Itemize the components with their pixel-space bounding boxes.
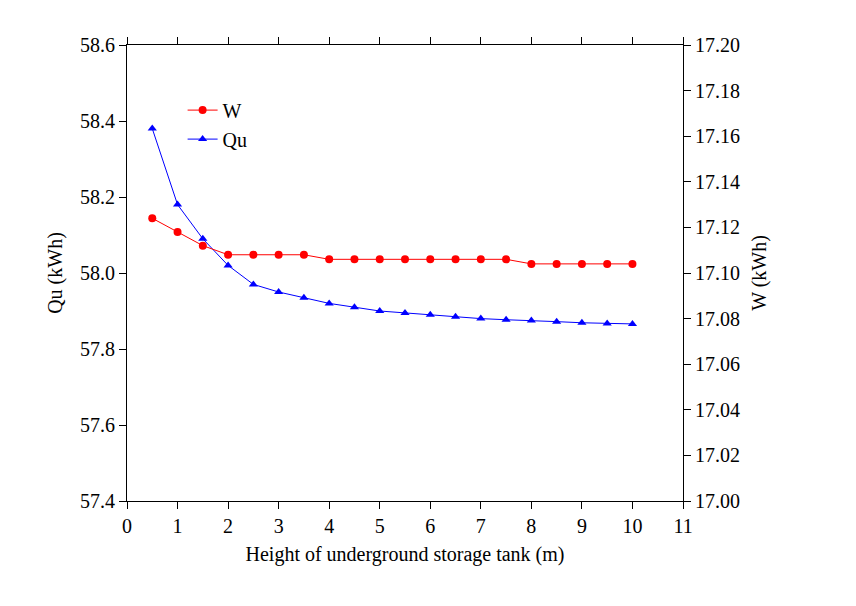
svg-text:17.10: 17.10 [695, 262, 740, 284]
svg-text:8: 8 [526, 515, 536, 537]
svg-text:W: W [223, 100, 242, 122]
svg-text:17.12: 17.12 [695, 216, 740, 238]
svg-text:0: 0 [122, 515, 132, 537]
svg-text:1: 1 [173, 515, 183, 537]
svg-text:58.0: 58.0 [80, 262, 115, 284]
svg-text:17.14: 17.14 [695, 171, 740, 193]
svg-text:Qu (kWh): Qu (kWh) [44, 232, 67, 314]
svg-text:W (kWh): W (kWh) [748, 235, 771, 311]
svg-text:17.04: 17.04 [695, 399, 740, 421]
svg-text:17.06: 17.06 [695, 353, 740, 375]
svg-text:7: 7 [476, 515, 486, 537]
svg-text:5: 5 [375, 515, 385, 537]
svg-text:17.08: 17.08 [695, 308, 740, 330]
svg-text:57.6: 57.6 [80, 414, 115, 436]
svg-text:17.16: 17.16 [695, 125, 740, 147]
svg-text:Qu: Qu [223, 129, 247, 151]
svg-text:17.18: 17.18 [695, 80, 740, 102]
svg-text:Height of underground storage: Height of underground storage tank (m) [246, 543, 565, 566]
svg-text:17.00: 17.00 [695, 490, 740, 512]
svg-text:57.4: 57.4 [80, 490, 115, 512]
svg-text:6: 6 [425, 515, 435, 537]
svg-text:57.8: 57.8 [80, 338, 115, 360]
svg-text:17.02: 17.02 [695, 444, 740, 466]
svg-text:4: 4 [324, 515, 334, 537]
svg-text:2: 2 [223, 515, 233, 537]
svg-text:9: 9 [577, 515, 587, 537]
svg-text:3: 3 [274, 515, 284, 537]
svg-text:58.2: 58.2 [80, 186, 115, 208]
svg-text:10: 10 [622, 515, 642, 537]
svg-text:58.4: 58.4 [80, 110, 115, 132]
svg-text:17.20: 17.20 [695, 34, 740, 56]
svg-text:11: 11 [673, 515, 692, 537]
svg-text:58.6: 58.6 [80, 34, 115, 56]
